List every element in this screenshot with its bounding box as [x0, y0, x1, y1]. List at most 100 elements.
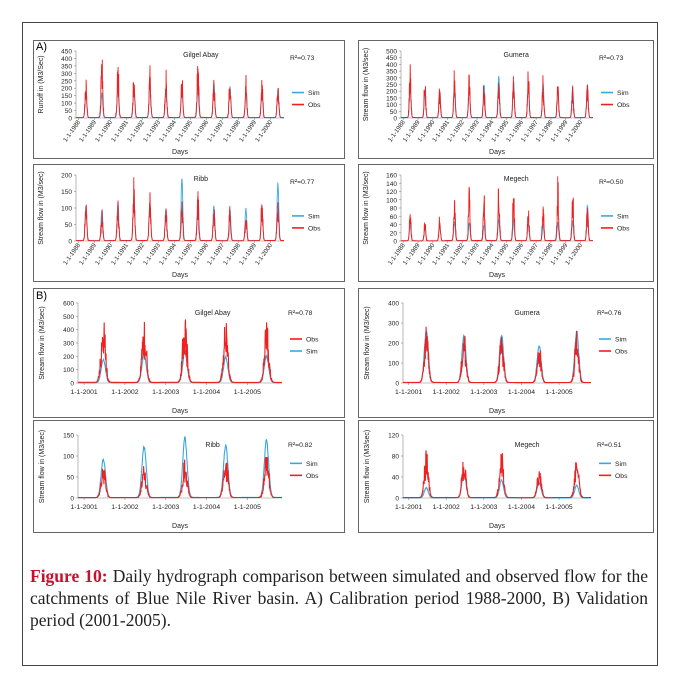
y-tick-label: 0: [70, 381, 74, 388]
x-tick-label: 1-1-2004: [508, 504, 535, 511]
y-tick-label: 100: [386, 102, 397, 109]
x-tick-label: 1-1-2003: [470, 389, 497, 396]
y-tick-label: 300: [61, 71, 72, 78]
x-axis-label: Days: [489, 149, 505, 156]
y-tick-label: 100: [388, 361, 399, 368]
series-line-obs: [403, 450, 591, 499]
x-tick-label: 1-1-2003: [470, 504, 497, 511]
x-tick-label: 1-1-2005: [234, 504, 261, 511]
y-tick-label: 20: [390, 230, 398, 237]
y-tick-label: 400: [388, 301, 399, 308]
y-tick-label: 100: [61, 101, 72, 108]
y-axis-label: Stream flow in (M3/sec): [364, 430, 371, 504]
x-tick-label: 1-1-2004: [508, 389, 535, 396]
r2-label: R²=0.73: [599, 55, 624, 62]
y-tick-label: 150: [63, 433, 74, 440]
x-tick-label: 1-1-2001: [395, 389, 422, 396]
y-tick-label: 200: [63, 354, 74, 361]
x-tick-label: 1-1-2004: [193, 389, 220, 396]
y-tick-label: 200: [61, 86, 72, 93]
x-axis-label: Days: [172, 149, 188, 156]
y-tick-label: 100: [386, 197, 397, 204]
series-line-obs: [76, 59, 284, 119]
chart-title: Gilgel Abay: [195, 310, 231, 317]
y-tick-label: 350: [386, 69, 397, 76]
x-tick-label: 1-1-2001: [71, 389, 98, 396]
legend-label-obs: Obs: [308, 102, 321, 109]
y-tick-label: 80: [392, 454, 400, 461]
y-tick-label: 60: [390, 214, 398, 221]
chart-svg: 0 100 200 300 400 500 600 Stream flow in (M3/se…: [39, 301, 319, 416]
legend-label-obs: Obs: [617, 225, 630, 232]
chart-title: Ribb: [205, 442, 220, 449]
chart-title: Gumera: [514, 310, 539, 317]
legend-label-sim: Sim: [617, 213, 629, 220]
y-tick-label: 600: [63, 301, 74, 308]
series-line-obs: [403, 326, 591, 384]
y-tick-label: 50: [65, 108, 73, 115]
x-axis-label: Days: [172, 523, 188, 530]
x-tick-label: 1-1-2003: [152, 389, 179, 396]
y-tick-label: 400: [63, 327, 74, 334]
x-tick-label: 1-1-2000: [254, 119, 274, 144]
y-tick-label: 0: [70, 496, 74, 503]
chart-panel-b-gumera: 0 100 200 300 400 Stream flow in (M3/sec) 1-1-…: [358, 288, 654, 418]
y-tick-label: 400: [61, 56, 72, 63]
chart-panel-a-gumera: 0 50 100 150 200 250 300 350 400 450 500 Stream flo…: [358, 40, 654, 159]
y-tick-label: 450: [61, 49, 72, 56]
x-tick-label: 1-1-2001: [71, 504, 98, 511]
y-tick-label: 250: [61, 78, 72, 85]
y-tick-label: 200: [386, 89, 397, 96]
y-axis-label: Stream flow in (M3/sec): [39, 306, 46, 380]
y-tick-label: 150: [61, 189, 72, 196]
chart-title: Gilgel Abay: [183, 52, 219, 59]
y-axis-label: Stream flow in (M3/sec): [363, 48, 370, 122]
r2-label: R²=0.76: [597, 310, 622, 317]
y-tick-label: 150: [386, 95, 397, 102]
legend-label-sim: Sim: [306, 349, 318, 356]
chart-svg: 0 50 100 150 Stream flow in (M3/sec) 1-1-2001…: [39, 430, 319, 530]
y-tick-label: 40: [392, 475, 400, 482]
chart-title: Gumera: [504, 52, 529, 59]
y-tick-label: 0: [68, 116, 72, 123]
section-b-label: B): [36, 290, 47, 302]
x-tick-label: 1-1-2005: [545, 504, 572, 511]
y-tick-label: 400: [386, 62, 397, 69]
legend-label-obs: Obs: [306, 337, 319, 344]
chart-title: Ribb: [194, 176, 209, 183]
series-line-obs: [401, 176, 593, 242]
legend-label-sim: Sim: [615, 337, 627, 344]
y-axis-label: Stream flow in (M3/sec): [38, 171, 45, 245]
y-tick-label: 500: [386, 49, 397, 56]
y-axis-label: Stream flow in (M3/sec): [39, 430, 46, 504]
x-tick-label: 1-1-2003: [152, 504, 179, 511]
series-line-obs: [78, 319, 282, 383]
x-axis-label: Days: [172, 272, 188, 279]
x-tick-label: 1-1-2000: [254, 242, 274, 267]
series-line-obs: [78, 456, 282, 499]
y-tick-label: 300: [388, 321, 399, 328]
series-line-sim: [78, 436, 282, 499]
y-tick-label: 80: [390, 206, 398, 213]
legend-label-sim: Sim: [308, 213, 320, 220]
legend-label-obs: Obs: [306, 473, 319, 480]
x-tick-label: 1-1-2005: [545, 389, 572, 396]
series-line-obs: [76, 177, 284, 242]
y-tick-label: 40: [390, 222, 398, 229]
chart-panel-b-megech: 0 40 80 120 Stream flow in (M3/sec) 1-1-2001 1…: [358, 420, 654, 533]
section-a-label: A): [36, 41, 47, 53]
chart-panel-a-ribb: 0 50 100 150 200 Stream flow in (M3/sec) 1-1-1…: [33, 164, 345, 282]
r2-label: R²=0.73: [290, 55, 315, 62]
chart-panel-a-gilgel-abay: 0 50 100 150 200 250 300 350 400 450 Runoff in (M3…: [33, 40, 345, 159]
series-line-sim: [403, 329, 591, 384]
y-axis-label: Stream flow in (M3/sec): [363, 171, 370, 245]
figure-frame: [22, 22, 658, 666]
y-tick-label: 0: [68, 239, 72, 246]
legend-label-obs: Obs: [615, 473, 628, 480]
y-tick-label: 50: [67, 475, 75, 482]
y-tick-label: 300: [63, 341, 74, 348]
x-axis-label: Days: [172, 408, 188, 415]
y-tick-label: 0: [395, 496, 399, 503]
